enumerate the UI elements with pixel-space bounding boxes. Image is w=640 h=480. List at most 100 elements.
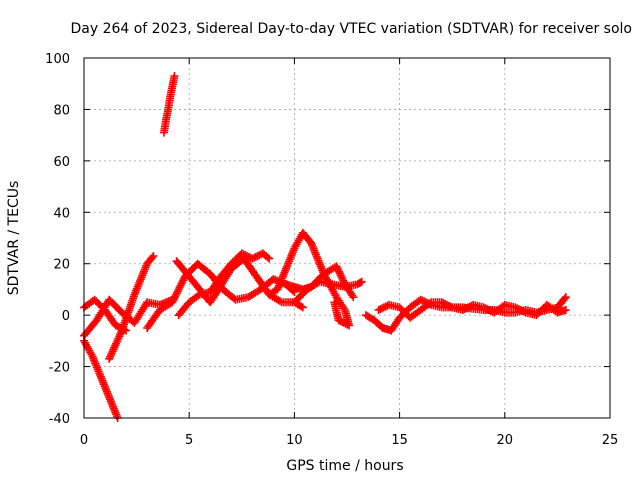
point-marker <box>516 306 525 314</box>
chart-title: Day 264 of 2023, Sidereal Day-to-day VTE… <box>70 21 632 37</box>
axis-ticks <box>83 57 611 419</box>
data-points <box>80 72 570 422</box>
point-marker <box>336 271 345 280</box>
point-marker <box>357 277 366 286</box>
x-tick-label: 25 <box>602 433 619 448</box>
point-marker <box>330 298 339 307</box>
point-marker <box>446 302 455 311</box>
point-marker <box>172 289 181 298</box>
point-marker <box>520 307 529 316</box>
y-tick-label: 20 <box>53 258 70 273</box>
point-marker <box>442 300 451 309</box>
point-marker <box>561 293 570 302</box>
point-marker <box>178 278 187 287</box>
point-marker <box>481 304 490 313</box>
point-marker <box>248 254 257 263</box>
point-marker <box>149 252 158 260</box>
point-marker <box>374 306 383 314</box>
point-marker <box>462 304 471 313</box>
point-marker <box>560 294 569 303</box>
point-marker <box>174 285 183 294</box>
point-marker <box>175 283 184 292</box>
point-marker <box>170 72 179 80</box>
point-marker <box>479 303 488 312</box>
x-tick-label: 15 <box>391 433 408 448</box>
point-marker <box>193 291 202 300</box>
point-marker <box>376 305 385 314</box>
point-marker <box>485 306 494 314</box>
x-axis-title: GPS time / hours <box>286 458 403 474</box>
point-marker <box>514 305 523 314</box>
point-marker <box>356 278 365 287</box>
point-marker <box>444 301 453 310</box>
point-marker <box>345 321 354 330</box>
point-marker <box>425 299 434 308</box>
point-marker <box>148 253 157 262</box>
point-marker <box>437 298 446 307</box>
point-marker <box>458 306 467 314</box>
point-marker <box>263 253 272 262</box>
point-marker <box>244 252 253 261</box>
x-tick-label: 5 <box>185 433 193 448</box>
point-marker <box>179 276 188 285</box>
point-marker <box>332 262 341 271</box>
point-marker <box>176 281 185 290</box>
point-marker <box>343 320 352 329</box>
point-marker <box>253 252 262 260</box>
y-tick-label: 80 <box>53 103 70 118</box>
point-marker <box>334 265 343 274</box>
series-arc-1 <box>159 72 179 137</box>
y-tick-label: -40 <box>49 412 70 427</box>
point-marker <box>339 276 348 285</box>
point-marker <box>339 318 348 327</box>
point-marker <box>416 295 425 304</box>
point-marker <box>513 304 522 313</box>
point-marker <box>265 254 274 263</box>
y-tick-label: -20 <box>49 361 70 376</box>
point-marker <box>379 303 388 312</box>
point-marker <box>441 300 450 308</box>
grid <box>84 58 610 418</box>
point-marker <box>337 273 346 282</box>
point-marker <box>465 302 474 311</box>
point-marker <box>251 252 260 261</box>
point-marker <box>275 297 284 306</box>
point-marker <box>335 269 344 278</box>
x-tick-labels: 0 5 10 15 20 25 <box>80 433 618 448</box>
x-tick-label: 10 <box>286 433 303 448</box>
point-marker <box>518 306 527 315</box>
point-marker <box>341 319 350 328</box>
point-marker <box>381 302 390 311</box>
x-tick-label: 0 <box>80 433 88 448</box>
point-marker <box>463 303 472 312</box>
point-marker <box>483 305 492 314</box>
y-tick-labels: 100 80 60 40 20 0 -20 -40 <box>45 52 70 427</box>
point-marker <box>339 304 348 313</box>
point-marker <box>171 292 180 301</box>
plot-frame <box>83 57 611 419</box>
point-marker <box>418 296 427 305</box>
point-marker <box>298 303 307 312</box>
point-marker <box>171 290 180 299</box>
point-marker <box>335 267 344 276</box>
point-marker <box>338 274 347 283</box>
point-marker <box>378 304 387 313</box>
series-arc-5 <box>105 252 158 363</box>
point-marker <box>170 294 179 303</box>
series-arc-11 <box>281 262 358 302</box>
point-marker <box>169 296 178 305</box>
point-marker <box>333 264 342 273</box>
y-tick-label: 60 <box>53 155 70 170</box>
y-tick-label: 100 <box>45 52 70 67</box>
point-marker <box>111 321 120 330</box>
point-marker <box>250 253 259 262</box>
point-marker <box>177 279 186 288</box>
y-axis-title: SDTVAR / TECUs <box>6 181 22 296</box>
point-marker <box>297 302 306 311</box>
series-arc-9 <box>227 228 354 330</box>
point-marker <box>460 305 469 314</box>
series-arc-13 <box>374 298 570 322</box>
y-tick-label: 40 <box>53 206 70 221</box>
point-marker <box>348 291 357 300</box>
point-marker <box>511 303 520 312</box>
